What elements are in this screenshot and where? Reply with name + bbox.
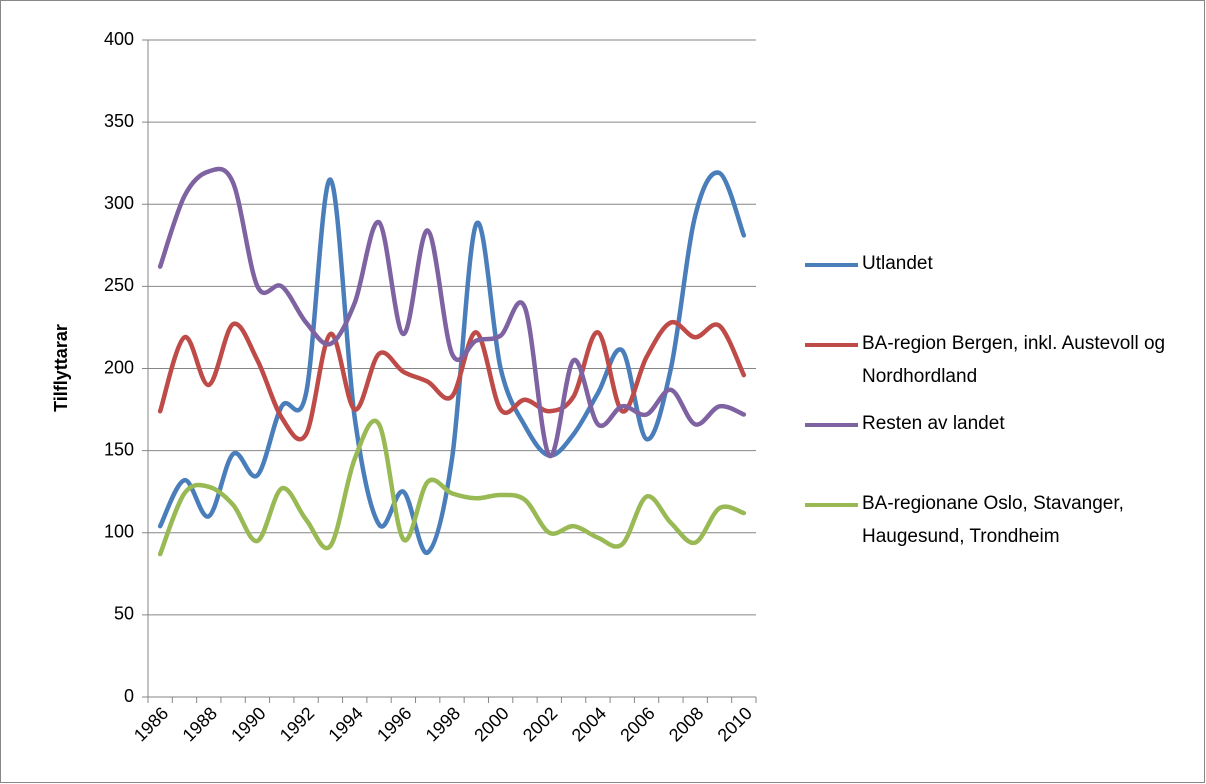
legend-swatch xyxy=(805,263,858,267)
y-axis-title: Tilflyttarar xyxy=(51,324,71,412)
y-tick-label: 400 xyxy=(104,29,134,49)
y-tick-label: 0 xyxy=(124,686,134,706)
y-tick-label: 150 xyxy=(104,439,134,459)
legend-entry: BA-region Bergen, inkl. Austevoll og Nor… xyxy=(805,333,1200,393)
y-tick-label: 300 xyxy=(104,193,134,213)
series-line xyxy=(157,418,747,557)
y-tick-label: 100 xyxy=(104,522,134,542)
legend-swatch xyxy=(805,343,858,347)
legend-entry: Utlandet xyxy=(805,253,1200,280)
legend-label: BA-region Bergen, inkl. Austevoll og Nor… xyxy=(862,333,1166,387)
legend-swatch xyxy=(805,423,858,427)
y-tick-label: 350 xyxy=(104,111,134,131)
legend-entry: BA-regionane Oslo, Stavanger, Haugesund,… xyxy=(805,493,1200,553)
y-tick-label: 50 xyxy=(114,604,134,624)
series-line xyxy=(157,170,747,555)
series-line xyxy=(157,166,747,458)
legend-swatch xyxy=(805,503,858,507)
legend-label: Resten av landet xyxy=(862,413,1005,434)
legend-label: BA-regionane Oslo, Stavanger, Haugesund,… xyxy=(862,493,1124,547)
series-line xyxy=(157,319,747,442)
y-tick-label: 250 xyxy=(104,275,134,295)
legend-entry: Resten av landet xyxy=(805,413,1200,440)
legend-label: Utlandet xyxy=(862,253,933,274)
y-tick-label: 200 xyxy=(104,357,134,377)
